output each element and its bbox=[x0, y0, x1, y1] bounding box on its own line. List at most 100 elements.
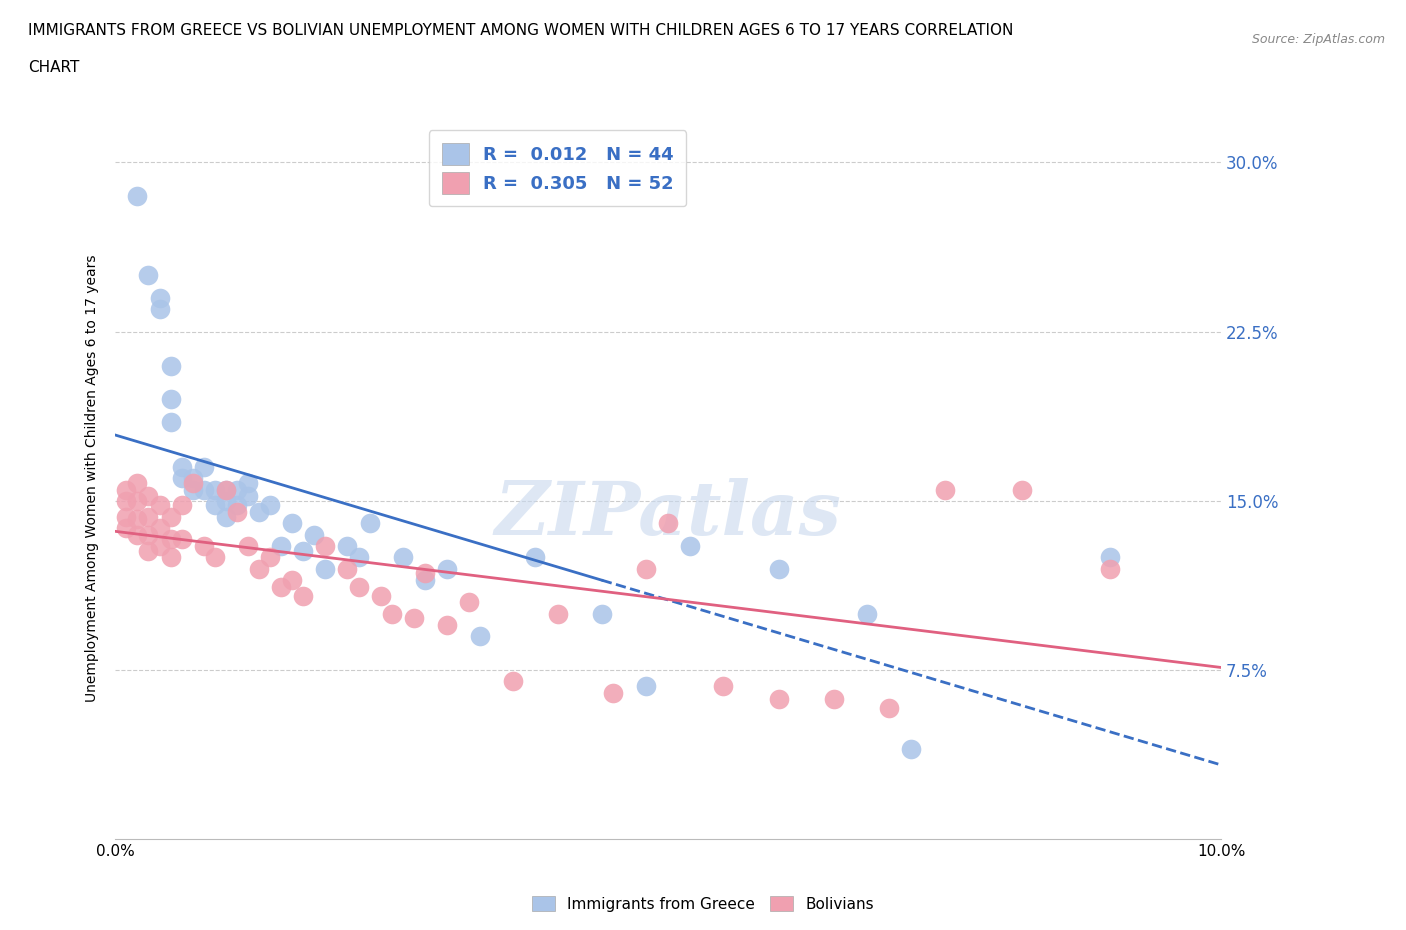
Point bbox=[204, 550, 226, 565]
Point bbox=[524, 550, 547, 565]
Point bbox=[1011, 482, 1033, 497]
Point bbox=[413, 573, 436, 588]
Point bbox=[768, 561, 790, 576]
Point bbox=[281, 516, 304, 531]
Point bbox=[170, 471, 193, 485]
Point bbox=[591, 606, 613, 621]
Point bbox=[225, 505, 247, 520]
Point bbox=[292, 588, 315, 603]
Point bbox=[115, 482, 138, 497]
Point bbox=[657, 516, 679, 531]
Point bbox=[458, 595, 481, 610]
Point bbox=[138, 268, 160, 283]
Point bbox=[634, 679, 657, 694]
Point bbox=[547, 606, 569, 621]
Point bbox=[270, 538, 292, 553]
Point bbox=[215, 482, 238, 497]
Point bbox=[215, 494, 238, 509]
Point bbox=[402, 611, 425, 626]
Point bbox=[236, 538, 259, 553]
Point bbox=[502, 674, 524, 689]
Point bbox=[115, 510, 138, 525]
Point bbox=[292, 543, 315, 558]
Point bbox=[436, 618, 458, 632]
Point bbox=[1099, 561, 1122, 576]
Point bbox=[138, 489, 160, 504]
Point bbox=[127, 494, 149, 509]
Legend: Immigrants from Greece, Bolivians: Immigrants from Greece, Bolivians bbox=[526, 889, 880, 918]
Point bbox=[193, 482, 215, 497]
Point bbox=[159, 392, 181, 406]
Text: IMMIGRANTS FROM GREECE VS BOLIVIAN UNEMPLOYMENT AMONG WOMEN WITH CHILDREN AGES 6: IMMIGRANTS FROM GREECE VS BOLIVIAN UNEMP… bbox=[28, 23, 1014, 38]
Text: Source: ZipAtlas.com: Source: ZipAtlas.com bbox=[1251, 33, 1385, 46]
Point bbox=[159, 550, 181, 565]
Point bbox=[768, 692, 790, 707]
Point bbox=[148, 290, 170, 305]
Point bbox=[127, 189, 149, 204]
Point bbox=[170, 459, 193, 474]
Point bbox=[127, 475, 149, 490]
Point bbox=[602, 685, 624, 700]
Text: ZIPatlas: ZIPatlas bbox=[495, 478, 842, 551]
Point bbox=[247, 561, 270, 576]
Point bbox=[679, 538, 702, 553]
Point bbox=[436, 561, 458, 576]
Point bbox=[138, 543, 160, 558]
Point bbox=[236, 475, 259, 490]
Point bbox=[159, 358, 181, 373]
Point bbox=[127, 527, 149, 542]
Point bbox=[413, 565, 436, 580]
Point bbox=[713, 679, 735, 694]
Point bbox=[934, 482, 956, 497]
Point bbox=[138, 510, 160, 525]
Point bbox=[148, 498, 170, 512]
Point bbox=[204, 498, 226, 512]
Point bbox=[138, 527, 160, 542]
Point bbox=[115, 521, 138, 536]
Point bbox=[148, 521, 170, 536]
Point bbox=[247, 505, 270, 520]
Point bbox=[159, 532, 181, 547]
Point bbox=[127, 512, 149, 526]
Text: CHART: CHART bbox=[28, 60, 80, 75]
Point bbox=[381, 606, 404, 621]
Point bbox=[900, 741, 922, 756]
Point bbox=[336, 538, 359, 553]
Point bbox=[225, 482, 247, 497]
Point bbox=[159, 510, 181, 525]
Point bbox=[215, 510, 238, 525]
Point bbox=[170, 498, 193, 512]
Point bbox=[204, 482, 226, 497]
Point bbox=[236, 489, 259, 504]
Point bbox=[304, 527, 326, 542]
Point bbox=[359, 516, 381, 531]
Point bbox=[856, 606, 879, 621]
Point bbox=[181, 482, 204, 497]
Point bbox=[181, 471, 204, 485]
Point bbox=[115, 494, 138, 509]
Point bbox=[259, 550, 281, 565]
Point bbox=[879, 701, 901, 716]
Point bbox=[336, 561, 359, 576]
Point bbox=[193, 459, 215, 474]
Point bbox=[314, 561, 336, 576]
Point bbox=[181, 475, 204, 490]
Point bbox=[347, 550, 370, 565]
Point bbox=[370, 588, 392, 603]
Point bbox=[270, 579, 292, 594]
Point bbox=[148, 301, 170, 316]
Point bbox=[225, 498, 247, 512]
Point bbox=[470, 629, 492, 644]
Point bbox=[259, 498, 281, 512]
Point bbox=[347, 579, 370, 594]
Legend: R =  0.012   N = 44, R =  0.305   N = 52: R = 0.012 N = 44, R = 0.305 N = 52 bbox=[429, 130, 686, 206]
Point bbox=[391, 550, 413, 565]
Point bbox=[215, 482, 238, 497]
Point bbox=[170, 532, 193, 547]
Point bbox=[281, 573, 304, 588]
Point bbox=[823, 692, 845, 707]
Point bbox=[1099, 550, 1122, 565]
Point bbox=[148, 538, 170, 553]
Point bbox=[159, 415, 181, 430]
Point bbox=[634, 561, 657, 576]
